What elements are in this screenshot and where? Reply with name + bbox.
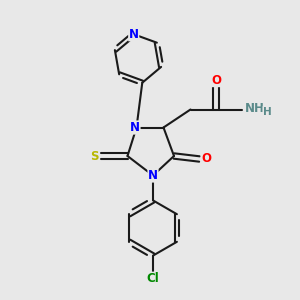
Text: O: O [212, 74, 222, 87]
Text: N: N [148, 169, 158, 182]
Text: Cl: Cl [147, 272, 159, 285]
Text: S: S [90, 149, 98, 163]
Text: H: H [263, 106, 272, 117]
Text: N: N [130, 121, 140, 134]
Text: O: O [201, 152, 211, 166]
Text: NH: NH [244, 102, 264, 115]
Text: N: N [129, 28, 139, 41]
